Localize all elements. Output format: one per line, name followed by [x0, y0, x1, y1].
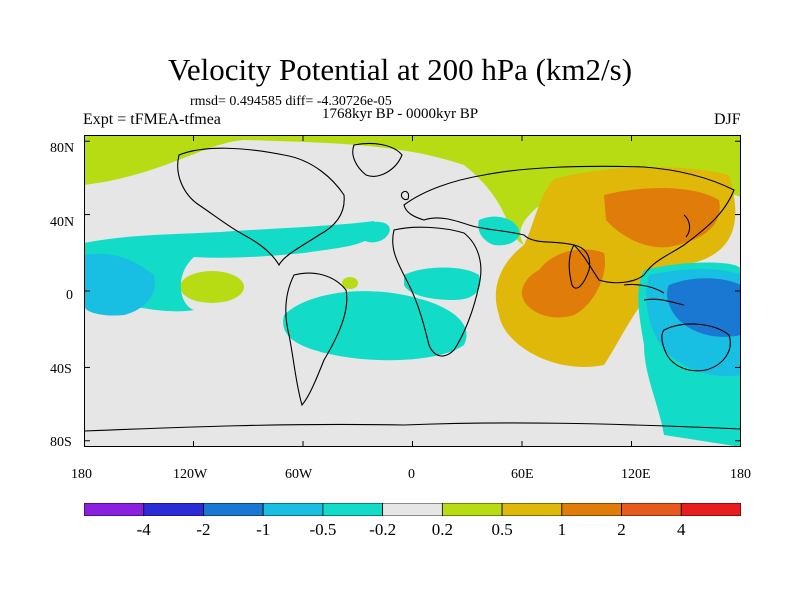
- x-tick-label: 120W: [173, 467, 208, 482]
- chart-subtitle: 1768kyr BP - 0000kyr BP: [321, 106, 479, 122]
- positive-patch-east-pacific: [180, 271, 244, 303]
- y-tick-label: 0: [66, 288, 73, 303]
- positive-patch-atlantic: [342, 277, 358, 289]
- map-plot: [84, 135, 741, 447]
- x-tick-label: 60W: [285, 467, 313, 482]
- negative-region-africa: [404, 267, 481, 300]
- chart-title: Velocity Potential at 200 hPa (km2/s): [167, 52, 633, 87]
- x-tick-label: 0: [408, 467, 415, 482]
- x-tick-label: 120E: [621, 467, 651, 482]
- colorbar-label: -1: [256, 520, 271, 539]
- x-tick-label: 60E: [511, 467, 534, 482]
- coastlines: [84, 142, 741, 432]
- colorbar-swatch: [561, 503, 622, 516]
- colorbar-label: 0.2: [431, 520, 453, 539]
- y-tick-label: 80N: [50, 141, 75, 156]
- colorbar-swatch: [680, 503, 741, 516]
- season-label: DJF: [714, 111, 741, 128]
- negative-region-south-america: [283, 291, 467, 361]
- colorbar-swatch: [621, 503, 682, 516]
- colorbar-swatch: [441, 503, 503, 516]
- y-tick-label: 40S: [50, 362, 72, 377]
- colorbar-swatch: [322, 503, 384, 516]
- colorbar-swatch: [382, 503, 443, 516]
- colorbar-label: -4: [136, 520, 151, 539]
- colorbar-label: 0.5: [491, 520, 513, 539]
- positive-region-india-core: [521, 249, 605, 318]
- experiment-label: Expt = tFMEA-tfmea: [83, 111, 221, 128]
- colorbar-label: 2: [617, 520, 626, 539]
- colorbar-label: -0.5: [309, 520, 337, 539]
- positive-region-polar: [84, 135, 741, 245]
- colorbar-swatch: [84, 503, 145, 516]
- colorbar: [84, 503, 741, 516]
- x-tick-label: 180: [71, 467, 92, 482]
- colorbar-label: -0.2: [369, 520, 397, 539]
- colorbar-swatch: [143, 503, 204, 516]
- x-tick-label: 180: [730, 467, 751, 482]
- y-tick-label: 40N: [50, 215, 75, 230]
- negative-region-mid-atlantic: [359, 221, 390, 243]
- colorbar-swatch: [203, 503, 264, 516]
- negative-patch-south-pacific: [114, 341, 150, 361]
- negative-region-pacific-core: [84, 253, 155, 316]
- y-tick-label: 80S: [50, 435, 72, 450]
- negative-region-west-pacific: [84, 221, 376, 312]
- colorbar-label: 4: [677, 520, 686, 539]
- positive-region-asia-core: [604, 188, 720, 248]
- colorbar-swatch: [262, 503, 324, 516]
- negative-region-australia-core: [667, 278, 741, 337]
- stats-text: rmsd= 0.494585 diff= -4.30726e-05: [190, 94, 392, 109]
- colorbar-swatch: [501, 503, 563, 516]
- colorbar-label: 1: [557, 520, 567, 539]
- colorbar-label: -2: [196, 520, 211, 539]
